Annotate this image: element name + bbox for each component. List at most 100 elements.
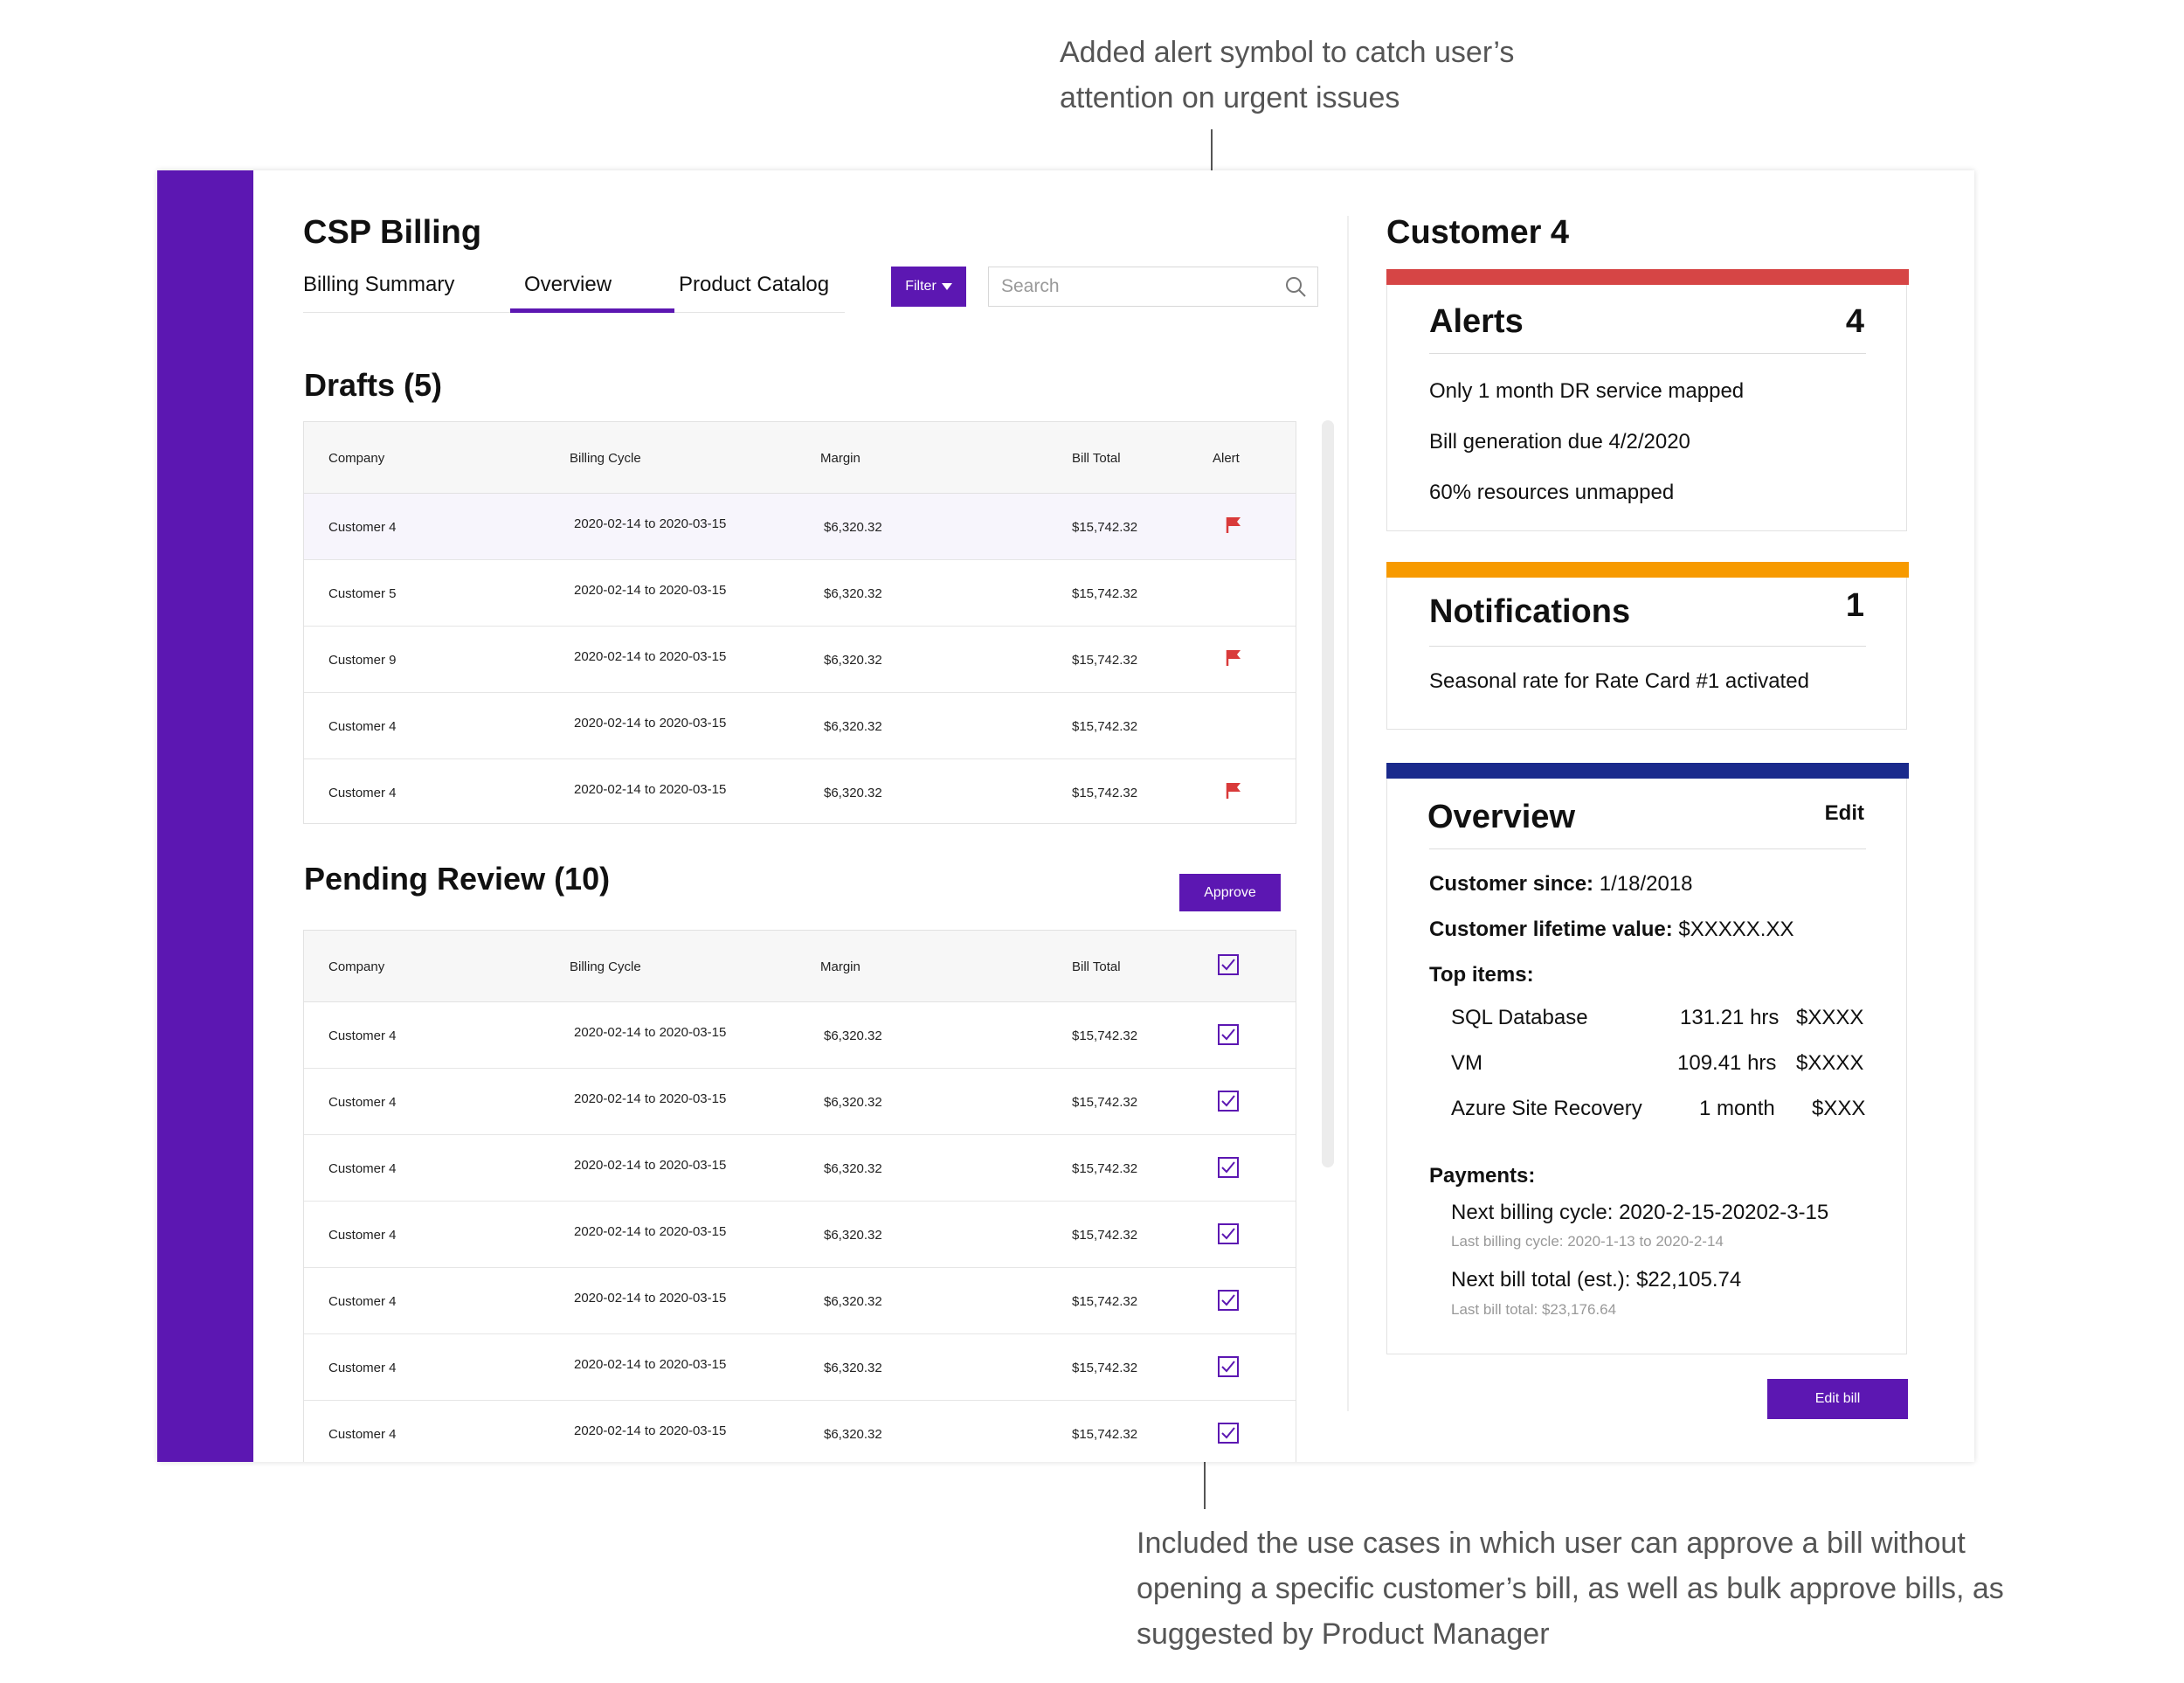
alerts-card: Alerts 4 Only 1 month DR service mapped …: [1386, 269, 1909, 531]
annotation-line: suggested by Product Manager: [1137, 1617, 1550, 1651]
table-row[interactable]: Customer 4 2020-02-14 to 2020-03-15 $6,320…: [304, 1002, 1296, 1069]
row-checkbox[interactable]: [1218, 1024, 1239, 1045]
column-header-company: Company: [328, 451, 385, 466]
column-header-company: Company: [328, 959, 385, 974]
row-checkbox[interactable]: [1218, 1223, 1239, 1244]
notification-item: Seasonal rate for Rate Card #1 activated: [1429, 669, 1809, 693]
table-row[interactable]: Customer 9 2020-02-14 to 2020-03-15 $6,320…: [304, 627, 1296, 693]
pending-review-table: Company Billing Cycle Margin Bill Total …: [303, 930, 1296, 1462]
search-icon[interactable]: [1284, 275, 1307, 298]
billing-cycle-cell: 2020-02-14 to 2020-03-15: [574, 1158, 727, 1173]
ltv-value: $XXXXX.XX: [1678, 918, 1794, 941]
company-cell: Customer 5: [328, 586, 397, 601]
pending-table-header: Company Billing Cycle Margin Bill Total: [304, 931, 1296, 1002]
table-row[interactable]: Customer 4 2020-02-14 to 2020-03-15 $6,320…: [304, 1268, 1296, 1334]
tab-bar: Billing Summary Overview Product Catalog: [303, 273, 845, 313]
table-row[interactable]: Customer 4 2020-02-14 to 2020-03-15 $6,320…: [304, 693, 1296, 759]
company-cell: Customer 4: [328, 719, 397, 734]
alerts-color-bar: [1386, 269, 1909, 285]
company-cell: Customer 4: [328, 1294, 397, 1309]
customer-lifetime-value: Customer lifetime value: $XXXXX.XX: [1429, 918, 1794, 942]
notifications-count: 1: [1845, 587, 1864, 624]
table-row[interactable]: Customer 4 2020-02-14 to 2020-03-15 $6,320…: [304, 1135, 1296, 1202]
edit-overview-link[interactable]: Edit: [1824, 801, 1864, 825]
active-tab-indicator: [510, 308, 674, 313]
table-row[interactable]: Customer 4 2020-02-14 to 2020-03-15 $6,320…: [304, 1069, 1296, 1135]
top-item-usage: 109.41 hrs: [1677, 1051, 1777, 1075]
table-row[interactable]: Customer 4 2020-02-14 to 2020-03-15 $6,320…: [304, 494, 1296, 560]
billing-cycle-cell: 2020-02-14 to 2020-03-15: [574, 583, 727, 598]
notifications-card: Notifications 1 Seasonal rate for Rate C…: [1386, 562, 1909, 730]
billing-cycle-cell: 2020-02-14 to 2020-03-15: [574, 716, 727, 731]
company-cell: Customer 9: [328, 653, 397, 668]
bill-total-cell: $15,742.32: [1072, 719, 1138, 734]
column-header-margin: Margin: [820, 959, 860, 974]
caret-down-icon: [941, 283, 952, 290]
margin-cell: $6,320.32: [824, 520, 882, 535]
table-row[interactable]: Customer 4 2020-02-14 to 2020-03-15 $6,320…: [304, 759, 1296, 823]
bill-total-cell: $15,742.32: [1072, 1427, 1138, 1442]
column-header-margin: Margin: [820, 451, 860, 466]
bill-total-cell: $15,742.32: [1072, 1161, 1138, 1176]
alert-item: 60% resources unmapped: [1429, 481, 1675, 504]
row-checkbox[interactable]: [1218, 1157, 1239, 1178]
billing-cycle-cell: 2020-02-14 to 2020-03-15: [574, 1357, 727, 1372]
margin-cell: $6,320.32: [824, 786, 882, 800]
divider: [1429, 646, 1866, 647]
search-box: [988, 267, 1318, 307]
top-item-name: Azure Site Recovery: [1451, 1097, 1642, 1120]
tab-product-catalog[interactable]: Product Catalog: [679, 273, 830, 296]
top-item-usage: 131.21 hrs: [1680, 1006, 1780, 1029]
edit-bill-button[interactable]: Edit bill: [1767, 1379, 1908, 1419]
divider: [1429, 848, 1866, 849]
row-checkbox[interactable]: [1218, 1423, 1239, 1444]
table-row[interactable]: Customer 4 2020-02-14 to 2020-03-15 $6,320…: [304, 1401, 1296, 1462]
top-item-name: VM: [1451, 1051, 1482, 1075]
top-item-cost: $XXX: [1812, 1097, 1866, 1120]
alert-item: Only 1 month DR service mapped: [1429, 379, 1745, 403]
top-items-label: Top items:: [1429, 963, 1534, 987]
alerts-count: 4: [1845, 303, 1864, 340]
approve-button[interactable]: Approve: [1179, 874, 1281, 911]
bill-total-cell: $15,742.32: [1072, 586, 1138, 601]
scrollbar[interactable]: [1322, 420, 1334, 1167]
flag-icon: [1226, 650, 1241, 666]
bill-total-cell: $15,742.32: [1072, 653, 1138, 668]
filter-label: Filter: [905, 279, 936, 294]
annotation-line: attention on urgent issues: [1060, 81, 1400, 114]
column-header-bill-total: Bill Total: [1072, 451, 1121, 466]
table-row[interactable]: Customer 4 2020-02-14 to 2020-03-15 $6,320…: [304, 1202, 1296, 1268]
bill-total-cell: $15,742.32: [1072, 1228, 1138, 1243]
row-checkbox[interactable]: [1218, 1290, 1239, 1311]
tab-overview[interactable]: Overview: [524, 273, 612, 296]
row-checkbox[interactable]: [1218, 1091, 1239, 1112]
margin-cell: $6,320.32: [824, 1095, 882, 1110]
bill-total-cell: $15,742.32: [1072, 786, 1138, 800]
annotation-approve-note: Included the use cases in which user can…: [1137, 1520, 2054, 1657]
customer-since-value: 1/18/2018: [1599, 872, 1693, 896]
row-checkbox[interactable]: [1218, 1356, 1239, 1377]
tab-billing-summary[interactable]: Billing Summary: [303, 273, 455, 296]
notifications-color-bar: [1386, 562, 1909, 578]
company-cell: Customer 4: [328, 520, 397, 535]
margin-cell: $6,320.32: [824, 653, 882, 668]
top-item-cost: $XXXX: [1796, 1006, 1864, 1029]
margin-cell: $6,320.32: [824, 1228, 882, 1243]
customer-since: Customer since: 1/18/2018: [1429, 872, 1693, 897]
table-row[interactable]: Customer 5 2020-02-14 to 2020-03-15 $6,320…: [304, 560, 1296, 627]
annotation-alert-note: Added alert symbol to catch user’s atten…: [1060, 30, 1671, 121]
notifications-title: Notifications: [1429, 593, 1631, 630]
billing-cycle-cell: 2020-02-14 to 2020-03-15: [574, 1025, 727, 1040]
customer-since-label: Customer since:: [1429, 872, 1594, 896]
billing-cycle-cell: 2020-02-14 to 2020-03-15: [574, 1224, 727, 1239]
table-row[interactable]: Customer 4 2020-02-14 to 2020-03-15 $6,320…: [304, 1334, 1296, 1401]
bill-total-cell: $15,742.32: [1072, 1028, 1138, 1043]
company-cell: Customer 4: [328, 1161, 397, 1176]
drafts-title: Drafts (5): [304, 367, 443, 403]
next-billing-cycle: Next billing cycle: 2020-2-15-20202-3-15: [1451, 1201, 1829, 1224]
search-input[interactable]: [989, 267, 1277, 306]
filter-button[interactable]: Filter: [891, 267, 966, 307]
alerts-title: Alerts: [1429, 303, 1524, 340]
column-header-billing-cycle: Billing Cycle: [570, 959, 641, 974]
select-all-checkbox[interactable]: [1218, 954, 1239, 975]
